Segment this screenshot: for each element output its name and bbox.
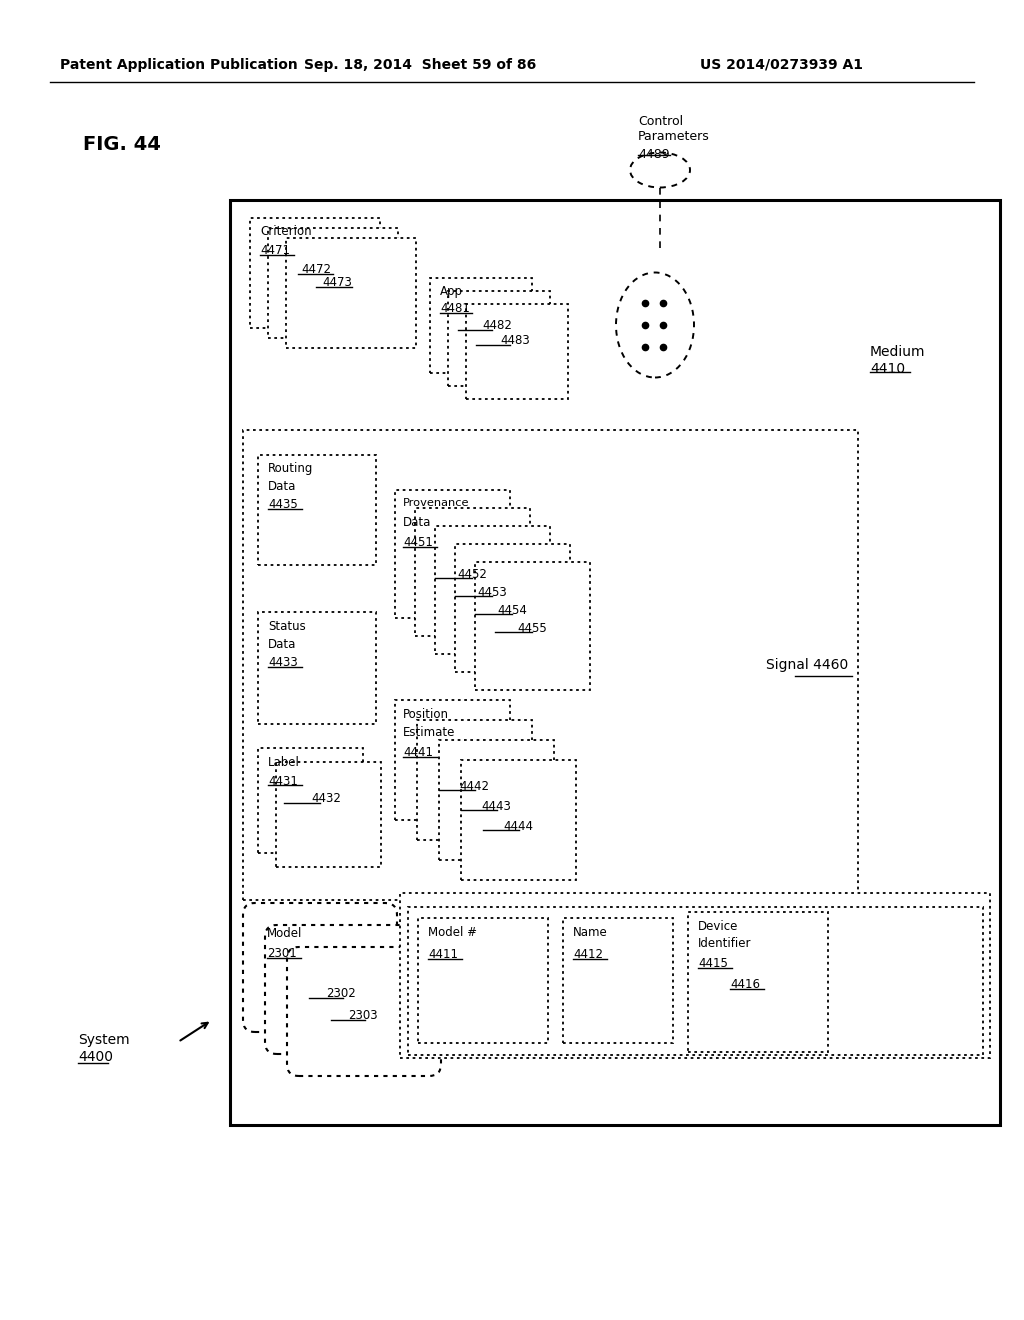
Text: 2303: 2303: [348, 1008, 378, 1022]
Text: Parameters: Parameters: [638, 129, 710, 143]
Text: App: App: [440, 285, 463, 298]
Text: 4454: 4454: [497, 605, 527, 616]
Bar: [563, 917, 673, 1043]
Text: Position: Position: [403, 708, 449, 721]
Bar: [243, 430, 858, 900]
Text: Control: Control: [638, 115, 683, 128]
Text: 4481: 4481: [440, 302, 470, 315]
Bar: [276, 762, 381, 867]
Text: 2302: 2302: [326, 987, 356, 1001]
Text: 4412: 4412: [573, 948, 603, 961]
Text: Model #: Model #: [428, 927, 477, 939]
Bar: [268, 228, 398, 338]
Bar: [688, 912, 828, 1052]
Text: 4431: 4431: [268, 775, 298, 788]
Text: 4455: 4455: [517, 622, 547, 635]
Bar: [466, 304, 568, 399]
Text: Label: Label: [268, 756, 300, 770]
Text: 4483: 4483: [500, 334, 529, 347]
Text: 4416: 4416: [730, 978, 760, 991]
Bar: [461, 760, 575, 880]
Bar: [418, 917, 548, 1043]
Text: Device: Device: [698, 920, 738, 933]
Text: 4442: 4442: [459, 780, 489, 793]
Bar: [449, 290, 550, 385]
Bar: [286, 238, 416, 348]
Text: Medium: Medium: [870, 345, 926, 359]
Text: FIG. 44: FIG. 44: [83, 135, 161, 154]
Text: 4441: 4441: [403, 746, 433, 759]
Text: 2301: 2301: [267, 946, 297, 960]
Text: Provenance: Provenance: [403, 498, 469, 508]
Text: 4472: 4472: [301, 263, 331, 276]
FancyBboxPatch shape: [287, 946, 441, 1076]
Bar: [258, 612, 376, 723]
Text: System: System: [78, 1034, 130, 1047]
FancyBboxPatch shape: [243, 903, 397, 1032]
Bar: [417, 719, 532, 840]
Bar: [395, 700, 510, 820]
Text: Name: Name: [573, 927, 608, 939]
Text: Data: Data: [403, 516, 431, 529]
Text: 4432: 4432: [311, 792, 341, 805]
Text: 4444: 4444: [503, 820, 534, 833]
Bar: [400, 894, 990, 1059]
Text: Criterion: Criterion: [260, 224, 311, 238]
Text: 4433: 4433: [268, 656, 298, 669]
Bar: [408, 907, 983, 1055]
Ellipse shape: [630, 153, 690, 187]
Text: Patent Application Publication: Patent Application Publication: [60, 58, 298, 73]
Bar: [439, 741, 554, 861]
Text: Estimate: Estimate: [403, 726, 456, 739]
Bar: [435, 525, 550, 653]
Bar: [258, 455, 376, 565]
Bar: [475, 562, 590, 690]
Text: US 2014/0273939 A1: US 2014/0273939 A1: [700, 58, 863, 73]
Text: 4400: 4400: [78, 1049, 113, 1064]
Text: 4452: 4452: [457, 568, 487, 581]
Text: 4443: 4443: [481, 800, 511, 813]
Text: Signal 4460: Signal 4460: [766, 657, 848, 672]
Text: Data: Data: [268, 480, 296, 492]
Text: Identifier: Identifier: [698, 937, 752, 950]
Text: Model: Model: [267, 927, 302, 940]
Bar: [230, 201, 1000, 1125]
Text: Routing: Routing: [268, 462, 313, 475]
Ellipse shape: [616, 272, 694, 378]
Text: Data: Data: [268, 638, 296, 651]
Text: 4453: 4453: [477, 586, 507, 599]
Text: 4435: 4435: [268, 498, 298, 511]
Text: 4415: 4415: [698, 957, 728, 970]
Text: 4411: 4411: [428, 948, 458, 961]
Text: 4471: 4471: [260, 244, 290, 257]
FancyBboxPatch shape: [265, 925, 419, 1053]
Text: 4482: 4482: [482, 319, 512, 333]
Text: Sep. 18, 2014  Sheet 59 of 86: Sep. 18, 2014 Sheet 59 of 86: [304, 58, 537, 73]
Text: 4473: 4473: [323, 276, 352, 289]
Bar: [258, 748, 362, 853]
Bar: [430, 279, 532, 374]
Bar: [415, 508, 530, 636]
Bar: [250, 218, 380, 327]
Text: Status: Status: [268, 620, 306, 634]
Bar: [455, 544, 570, 672]
Bar: [395, 490, 510, 618]
Text: 4489: 4489: [638, 148, 670, 161]
Text: 4410: 4410: [870, 362, 905, 376]
Text: 4451: 4451: [403, 536, 433, 549]
